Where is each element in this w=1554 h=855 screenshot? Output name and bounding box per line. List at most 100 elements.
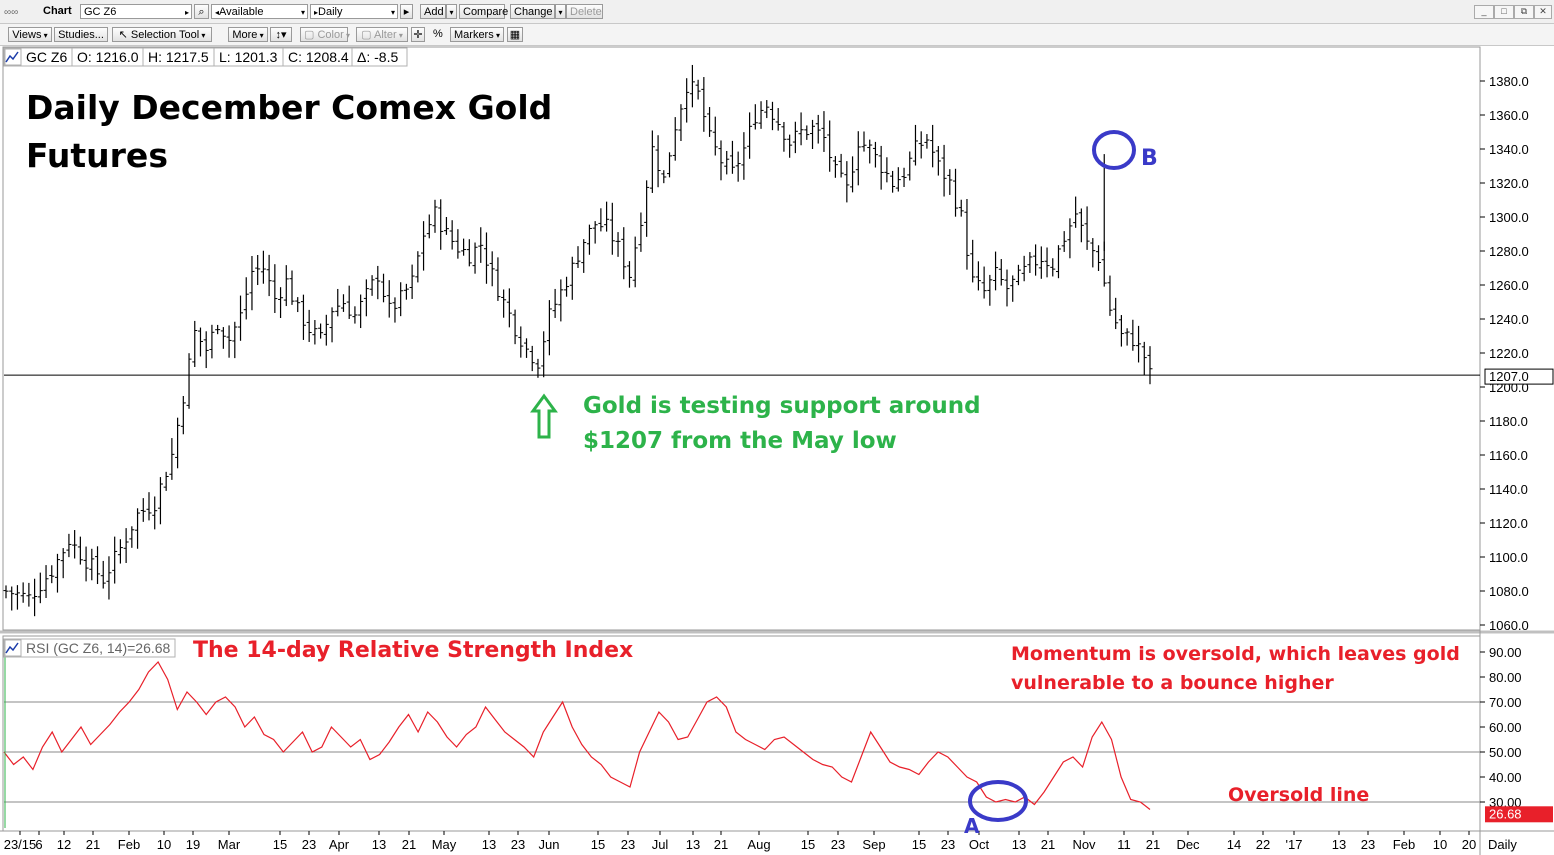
views-button[interactable]: Views ▾ [8,27,52,42]
time-tick-label: 23 [302,837,316,852]
time-tick-label: Nov [1072,837,1096,852]
time-tick-label: Jun [539,837,560,852]
period-label: Daily [1488,837,1517,852]
time-tick-label: 21 [86,837,100,852]
time-tick-label: 13 [686,837,700,852]
dropdown-arrow-icon: ▸ [184,8,189,17]
price-tick-label: 1220.0 [1489,346,1529,361]
time-tick-label: 15 [591,837,605,852]
momentum-note-line1: Momentum is oversold, which leaves gold [1011,643,1460,665]
rsi-last-value-label: 26.68 [1485,806,1553,823]
rsi-legend-text: RSI (GC Z6, 14)=26.68 [26,640,171,656]
calculator-icon[interactable]: ▦ [507,27,523,42]
price-tick-label: 1120.0 [1489,516,1528,531]
chart-line-icon [5,642,19,654]
time-tick-label: 23 [941,837,955,852]
legend-change: Δ: -8.5 [357,49,398,65]
time-tick-label: 23 [1361,837,1375,852]
dropdown-arrow-icon: ◂ [215,8,220,17]
time-tick-label: 15 [273,837,287,852]
time-tick-label: 14 [1227,837,1241,852]
maximize-icon[interactable]: □ [1494,5,1514,19]
time-tick-label: Aug [747,837,770,852]
time-tick-label: Apr [329,837,350,852]
percent-toggle[interactable]: % [433,28,443,40]
chart-area[interactable]: 1060.01080.01100.01120.01140.01160.01180… [0,46,1554,855]
alter-button[interactable]: ▢ Alter ▾ [356,27,408,42]
chevron-down-icon: ▾ [300,8,305,17]
add-dropdown-icon[interactable]: ▾ [446,4,457,19]
chart-title-line1: Daily December Comex Gold [26,88,553,127]
time-tick-label: 13 [1012,837,1026,852]
time-tick-label: 23 [621,837,635,852]
time-tick-label: Oct [969,837,990,852]
time-tick-label: 13 [1332,837,1346,852]
time-tick-label: 23/15 [4,837,37,852]
studies-button[interactable]: Studies... [54,27,108,42]
price-tick-label: 1160.0 [1489,448,1528,463]
color-button[interactable]: ▢ Color ▾ [300,27,350,42]
point-b-circle [1092,130,1136,170]
rsi-tick-label: 50.00 [1489,745,1522,760]
time-tick-label: 15 [801,837,815,852]
delete-button[interactable]: Delete [566,4,603,19]
main-toolbar: ∞∞ Chart GC Z6 ▸ ⌕ ◂Available ▾ ▸Daily ▾ ▸ … [0,0,1554,24]
time-tick-label: 21 [714,837,728,852]
time-tick-label: 10 [157,837,171,852]
time-tick-label: May [432,837,457,852]
point-a-circle [968,780,1028,822]
restore-icon[interactable]: ⧉ [1514,5,1534,19]
legend-low: L: 1201.3 [219,49,278,65]
time-tick-label: Dec [1176,837,1200,852]
chart-app-icon: ∞∞ [4,7,19,18]
rsi-tick-label: 80.00 [1489,670,1522,685]
period-select[interactable]: ▸Daily ▾ [310,4,398,19]
price-tick-label: 1060.0 [1489,618,1529,633]
change-button[interactable]: Change [510,4,555,19]
point-a-label: A [964,814,980,838]
change-dropdown-icon[interactable]: ▾ [555,4,566,19]
time-tick-label: 23 [511,837,525,852]
crosshair-tool-icon[interactable]: ↕▾ [270,27,292,42]
move-icon[interactable]: ✛ [411,27,425,42]
symbol-input[interactable]: GC Z6 ▸ [80,4,192,19]
time-tick-label: 10 [1433,837,1447,852]
momentum-note-line2: vulnerable to a bounce higher [1011,672,1334,694]
time-tick-label: 6 [35,837,42,852]
support-note-line1: Gold is testing support around [583,393,981,419]
price-tick-label: 1280.0 [1489,244,1529,259]
chart-title-line2: Futures [26,136,168,175]
search-icon[interactable]: ⌕ [194,4,209,19]
time-tick-label: 20 [1462,837,1476,852]
time-tick-label: '17 [1286,837,1303,852]
play-icon[interactable]: ▸ [400,4,413,19]
rsi-tick-label: 90.00 [1489,645,1522,660]
add-button[interactable]: Add [420,4,446,19]
oversold-label: Oversold line [1228,784,1370,806]
close-icon[interactable]: ✕ [1534,5,1552,19]
price-tick-label: 1100.0 [1489,550,1528,565]
chevron-down-icon: ▾ [390,8,395,17]
support-note-line2: $1207 from the May low [583,428,897,454]
rsi-legend: RSI (GC Z6, 14)=26.68 [3,638,176,658]
legend-open: O: 1216.0 [77,49,139,65]
rsi-tick-label: 60.00 [1489,720,1522,735]
legend-close: C: 1208.4 [288,49,349,65]
time-tick-label: 12 [57,837,71,852]
minimize-icon[interactable]: _ [1474,5,1494,19]
price-tick-label: 1260.0 [1489,278,1529,293]
layout-select[interactable]: ◂Available ▾ [211,4,308,19]
rsi-tick-label: 40.00 [1489,770,1522,785]
compare-button[interactable]: Compare [459,4,508,19]
markers-button[interactable]: Markers ▾ [450,27,504,42]
price-tick-label: 1360.0 [1489,108,1529,123]
up-arrow-icon [530,393,558,439]
app-title: Chart [43,5,72,17]
time-tick-label: 13 [372,837,386,852]
dropdown-arrow-icon: ▸ [314,8,319,17]
rsi-tick-label: 30.00 [1489,795,1522,810]
rsi-last-value-text: 26.68 [1489,806,1522,821]
more-button[interactable]: More ▾ [228,27,268,42]
selection-tool-button[interactable]: ↖ Selection Tool ▾ [112,27,212,42]
last-price-text: 1207.0 [1489,369,1529,384]
